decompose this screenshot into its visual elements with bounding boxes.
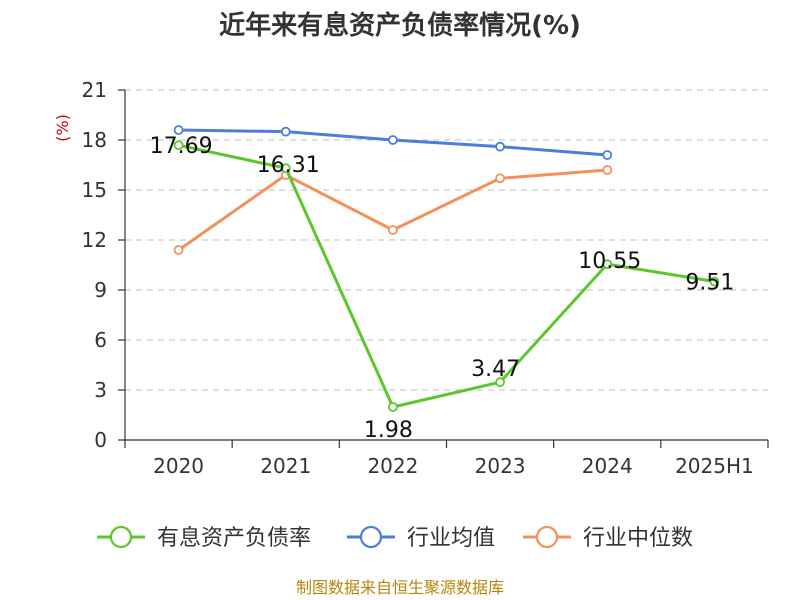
y-tick-label: 15: [82, 178, 107, 202]
series-1: [173, 125, 613, 160]
series-line: [178, 143, 715, 409]
data-point[interactable]: [388, 402, 398, 412]
data-point[interactable]: [280, 126, 291, 137]
data-point[interactable]: [602, 165, 613, 175]
grid: [125, 89, 768, 391]
data-label: 10.55: [578, 249, 641, 274]
x-tick-label: 2020: [153, 454, 204, 478]
legend-item-2[interactable]: 行业中位数: [523, 525, 693, 551]
legend-marker: [359, 525, 383, 549]
legend-label: 行业中位数: [583, 526, 693, 551]
axes: 0 3 6 9 12 15 18 21 2020 2021 2022 2023 2024 2025H1: [82, 78, 769, 478]
data-point[interactable]: [173, 125, 184, 135]
data-label: 3.47: [471, 357, 520, 382]
data-label: 16.31: [257, 153, 320, 178]
data-point[interactable]: [388, 135, 398, 145]
legend-item-1[interactable]: 行业均值: [347, 525, 495, 551]
y-tick-label: 12: [82, 228, 107, 252]
data-point[interactable]: [280, 163, 291, 174]
data-point[interactable]: [173, 245, 184, 255]
y-tick-label: 21: [82, 78, 107, 102]
data-point[interactable]: [495, 141, 505, 152]
data-point[interactable]: [602, 259, 613, 270]
data-point[interactable]: [173, 140, 184, 151]
x-tick-label: 2022: [367, 454, 418, 478]
data-labels: 17.69 16.31 1.98 3.47 10.55 9.51: [150, 134, 735, 443]
x-tick-label: 2021: [260, 454, 311, 478]
legend-label: 行业均值: [407, 526, 495, 551]
x-tick-label: 2024: [582, 454, 633, 478]
source-note: 制图数据来自恒生聚源数据库: [296, 578, 504, 597]
data-label: 1.98: [364, 418, 413, 443]
data-point[interactable]: [495, 377, 505, 388]
legend-marker: [109, 525, 133, 549]
legend[interactable]: 有息资产负债率 行业均值 行业中位数: [97, 525, 693, 551]
data-point[interactable]: [388, 225, 398, 235]
y-tick-label: 0: [94, 428, 107, 452]
series-line: [177, 168, 608, 252]
data-point[interactable]: [495, 173, 505, 184]
y-tick-label: 3: [94, 378, 107, 402]
y-tick-label: 9: [94, 278, 107, 302]
series-2: [173, 165, 613, 255]
y-tick-label: 18: [82, 128, 107, 152]
series-group: [173, 125, 720, 412]
legend-item-0[interactable]: 有息资产负债率: [97, 525, 311, 551]
y-tick-label: 6: [94, 328, 107, 352]
series-0: [173, 140, 720, 412]
legend-label: 有息资产负债率: [157, 526, 311, 551]
legend-marker: [535, 525, 559, 549]
data-label: 17.69: [150, 134, 213, 159]
y-axis-unit: (%): [53, 114, 72, 142]
chart-title: 近年来有息资产负债率情况(%): [219, 10, 581, 41]
x-tick-label: 2025H1: [675, 454, 754, 478]
data-point[interactable]: [602, 150, 613, 160]
x-tick-label: 2023: [475, 454, 526, 478]
data-label: 9.51: [685, 271, 734, 296]
data-point[interactable]: [709, 276, 720, 287]
